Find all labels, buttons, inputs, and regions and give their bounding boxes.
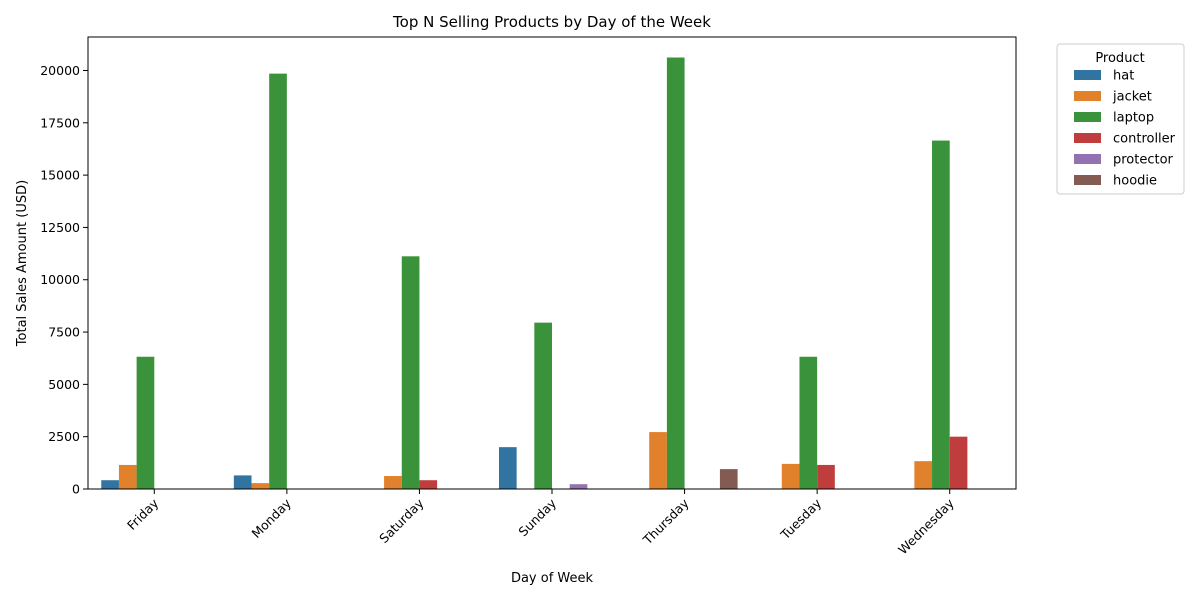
x-tick-label: Thursday — [639, 495, 692, 548]
y-tick-label: 12500 — [40, 220, 80, 235]
bar-hoodie-thursday — [719, 469, 738, 489]
x-axis-label: Day of Week — [511, 571, 594, 586]
y-tick-label: 20000 — [40, 63, 80, 78]
legend-label-hoodie: hoodie — [1113, 174, 1157, 189]
legend-label-controller: controller — [1113, 132, 1176, 147]
legend-title: Product — [1095, 51, 1144, 66]
plot-frame — [87, 36, 1017, 490]
x-tick-label: Wednesday — [895, 495, 957, 557]
bar-jacket-monday — [251, 483, 270, 489]
legend: Product hat jacket laptop controller protect… — [1056, 43, 1185, 195]
bar-jacket-thursday — [649, 432, 667, 489]
legend-swatch-protector — [1074, 154, 1101, 164]
bar-controller-saturday — [419, 480, 438, 489]
bar-jacket-tuesday — [781, 463, 800, 489]
legend-label-protector: protector — [1113, 153, 1174, 168]
bar-jacket-saturday — [384, 476, 402, 489]
x-tick-label: Sunday — [515, 495, 559, 539]
bar-laptop-wednesday — [932, 140, 950, 490]
bar-laptop-saturday — [401, 256, 420, 489]
x-tick-label: Tuesday — [777, 495, 825, 543]
y-axis-label: Total Sales Amount (USD) — [15, 180, 30, 347]
legend-swatch-hoodie — [1074, 175, 1101, 185]
bar-jacket-wednesday — [914, 461, 933, 489]
bars — [101, 57, 968, 490]
y-tick-label: 5000 — [48, 377, 80, 392]
bar-hat-sunday — [498, 447, 517, 489]
bar-hat-friday — [101, 480, 119, 489]
legend-label-hat: hat — [1113, 69, 1134, 84]
bar-controller-wednesday — [949, 436, 968, 489]
bar-hat-monday — [233, 475, 252, 489]
bar-controller-tuesday — [817, 464, 835, 489]
legend-swatch-hat — [1074, 70, 1101, 80]
bar-protector-sunday — [569, 484, 588, 489]
legend-label-jacket: jacket — [1112, 90, 1152, 105]
x-tick-label: Monday — [248, 495, 294, 541]
x-tick-label: Friday — [124, 495, 162, 533]
axes: 0 2500 5000 7500 10000 12500 15000 17500 20000 Fr… — [40, 36, 1017, 557]
y-tick-label: 10000 — [40, 272, 80, 287]
legend-label-laptop: laptop — [1113, 111, 1154, 126]
y-tick-label: 0 — [72, 482, 80, 497]
y-tick-label: 7500 — [48, 325, 80, 340]
legend-swatch-jacket — [1074, 91, 1101, 101]
chart-title: Top N Selling Products by Day of the Wee… — [392, 13, 711, 31]
bar-laptop-monday — [269, 73, 287, 490]
y-tick-label: 15000 — [40, 168, 80, 183]
bar-laptop-thursday — [666, 57, 685, 489]
bar-jacket-friday — [118, 464, 137, 489]
bar-laptop-sunday — [534, 322, 552, 489]
legend-swatch-laptop — [1074, 112, 1101, 122]
bar-laptop-tuesday — [799, 356, 818, 489]
x-tick-label: Saturday — [376, 495, 427, 546]
y-tick-label: 2500 — [48, 429, 80, 444]
bar-laptop-friday — [136, 356, 155, 489]
y-tick-label: 17500 — [40, 115, 80, 130]
legend-swatch-controller — [1074, 133, 1101, 143]
